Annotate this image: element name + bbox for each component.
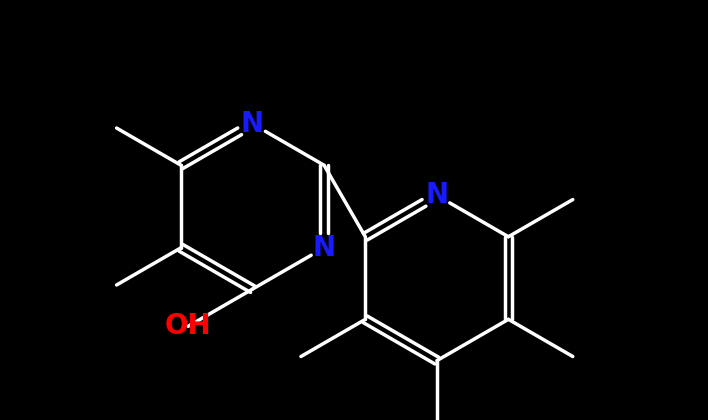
Text: OH: OH (165, 312, 212, 340)
Text: N: N (312, 234, 336, 262)
Text: N: N (426, 181, 448, 210)
Text: N: N (241, 110, 264, 138)
